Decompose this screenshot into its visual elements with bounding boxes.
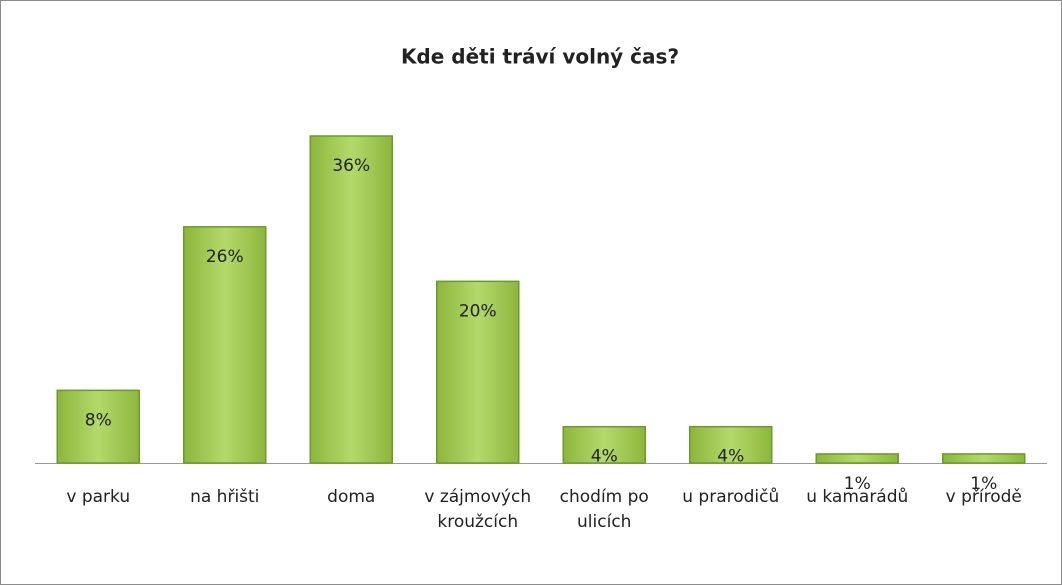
- x-tick-label: v zájmových kroužcích: [424, 487, 532, 532]
- x-tick-label: u kamarádů: [806, 487, 909, 507]
- data-label: 8%: [85, 410, 112, 430]
- bar: [436, 280, 520, 464]
- x-tick-label: v parku: [66, 487, 131, 507]
- x-tick-label: chodím po ulicích: [559, 487, 649, 532]
- data-label: 4%: [591, 447, 618, 467]
- data-label: 36%: [332, 156, 370, 176]
- bar: [562, 425, 646, 464]
- bar: [815, 453, 899, 464]
- data-label: 20%: [459, 301, 497, 321]
- data-label: 1%: [844, 474, 871, 494]
- bar: [183, 226, 267, 464]
- chart-title: Kde děti tráví volný čas?: [401, 45, 679, 69]
- data-label: 4%: [717, 447, 744, 467]
- x-tick-label: na hřišti: [190, 487, 260, 507]
- bar: [689, 425, 773, 464]
- x-tick-label: u prarodičů: [682, 487, 780, 507]
- data-label: 26%: [206, 247, 244, 267]
- bar: [56, 389, 140, 464]
- x-tick-label: doma: [327, 487, 376, 507]
- bar: [942, 453, 1026, 464]
- x-tick-label: v přírodě: [945, 487, 1022, 507]
- data-label: 1%: [970, 474, 997, 494]
- bar: [309, 135, 393, 464]
